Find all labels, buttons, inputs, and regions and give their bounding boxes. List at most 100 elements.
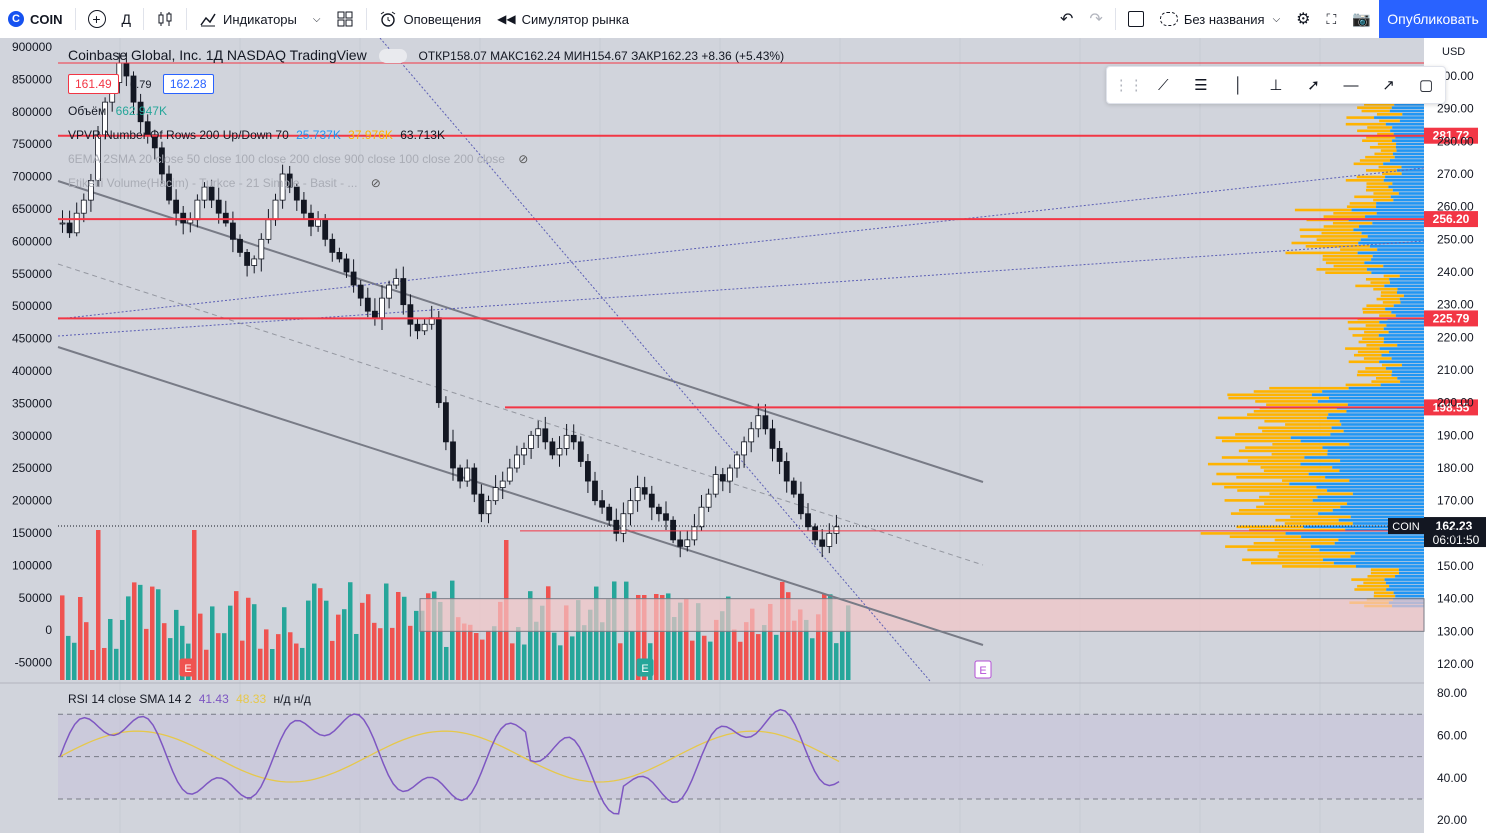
candle-body: [506, 467, 513, 482]
price-tick-label: 240.00: [1437, 265, 1474, 279]
sell-price[interactable]: 161.49: [68, 74, 119, 94]
volume-profile-bar-up: [1328, 396, 1424, 400]
volume-profile-bar-down: [1379, 119, 1400, 123]
rectangle-icon[interactable]: ▢: [1419, 77, 1434, 94]
volume-tick-label: 900000: [12, 40, 52, 54]
arrow-icon[interactable]: ↗: [1382, 77, 1395, 94]
chart-area[interactable]: 281.72256.20225.79198.55160.75COIN162.23…: [0, 38, 1487, 833]
price-tick-label: 210.00: [1437, 363, 1474, 377]
buy-price[interactable]: 162.28: [162, 74, 214, 94]
volume-bar: [492, 626, 497, 680]
parallel-channel-icon[interactable]: ☰: [1194, 77, 1208, 94]
volume-legend[interactable]: Объём 662.947K: [68, 104, 167, 118]
volume-profile-bar-up: [1391, 106, 1424, 109]
volume-profile-bar-up: [1391, 311, 1424, 314]
horizontal-line-icon[interactable]: —: [1343, 76, 1359, 94]
chart-canvas[interactable]: 281.72256.20225.79198.55160.75COIN162.23…: [0, 38, 1487, 833]
volume-profile-bar-up: [1397, 287, 1424, 291]
hacim-legend[interactable]: Etiketli Volume(Hacim) - Turkce - 21 Sim…: [68, 176, 381, 190]
interval-button[interactable]: Д: [114, 0, 139, 38]
layouts-button[interactable]: [328, 0, 362, 38]
volume-profile-bar-down: [1237, 489, 1328, 492]
earnings-marker[interactable]: E: [974, 660, 992, 679]
volume-profile-bar-up: [1396, 169, 1424, 172]
earnings-marker[interactable]: E: [636, 658, 654, 677]
volume-profile-bar-up: [1384, 284, 1424, 288]
date-range-icon[interactable]: ⊥: [1269, 77, 1283, 94]
eye-hidden-icon[interactable]: ⊘: [518, 152, 529, 166]
undo-button[interactable]: ↶: [1052, 0, 1081, 38]
volume-profile-bar-down: [1365, 324, 1387, 327]
volume-bar: [228, 605, 233, 680]
snapshot-button[interactable]: 📷: [1344, 0, 1379, 38]
symbol-tag: [1388, 518, 1424, 535]
volume-profile-bar-up: [1398, 192, 1424, 195]
vertical-line-icon[interactable]: │: [1233, 76, 1244, 94]
volume-profile-bar-down: [1271, 452, 1328, 456]
volume-profile-bar-up: [1347, 502, 1424, 505]
channel-upper-line[interactable]: [57, 180, 984, 483]
volume-bar: [330, 640, 335, 680]
trend-line-icon[interactable]: ⟋: [1158, 76, 1169, 94]
volume-profile-bar-up: [1399, 297, 1424, 301]
publish-button[interactable]: Опубликовать: [1379, 0, 1487, 38]
volume-profile-bar-down: [1259, 495, 1318, 499]
volume-profile-bar-down: [1253, 542, 1335, 545]
vpvr-legend[interactable]: VPVR Number Of Rows 200 Up/Down 70 25.73…: [68, 128, 445, 142]
path-icon[interactable]: ➚: [1307, 77, 1320, 94]
ma-legend[interactable]: 6EMA 2SMA 20 close 50 close 100 close 20…: [68, 152, 528, 166]
volume-profile-bar-down: [1316, 268, 1367, 271]
volume-bar: [90, 649, 95, 680]
volume-bar: [102, 647, 107, 680]
channel-lower-line[interactable]: [57, 346, 984, 646]
fullscreen-button[interactable]: ⛶: [1319, 0, 1345, 38]
layout-name-button[interactable]: Без названия ⌵: [1152, 0, 1288, 38]
volume-profile-bar-down: [1345, 122, 1386, 126]
fullscreen-layout-button[interactable]: [1120, 0, 1152, 38]
volume-profile-bar-up: [1379, 320, 1424, 324]
volume-profile-bar-up: [1394, 155, 1424, 159]
volume-bar: [702, 635, 707, 680]
volume-bar: [828, 594, 833, 680]
rsi-legend[interactable]: RSI 14 close SMA 14 2 41.43 48.33 н/д н/…: [68, 692, 311, 706]
volume-profile-bar-down: [1365, 155, 1395, 159]
volume-profile-bar-down: [1264, 419, 1340, 423]
symbol-legend[interactable]: Coinbase Global, Inc. 1Д NASDAQ TradingV…: [68, 47, 784, 64]
volume-bar: [222, 633, 227, 680]
eye-hidden-icon[interactable]: ⊘: [370, 176, 381, 190]
volume-bar: [750, 608, 755, 680]
volume-profile-bar-up: [1392, 152, 1424, 156]
compare-button[interactable]: +: [80, 0, 114, 38]
replay-button[interactable]: ◀◀ Симулятор рынка: [489, 0, 637, 38]
candle-body: [471, 467, 478, 495]
rsi-label: RSI 14 close SMA 14 2: [68, 692, 192, 706]
volume-profile-bar-up: [1389, 159, 1424, 162]
level-price-label: 256.20: [1433, 212, 1470, 226]
candle-body: [350, 271, 357, 286]
settings-button[interactable]: ⚙: [1288, 0, 1318, 38]
earnings-marker[interactable]: E: [179, 658, 197, 677]
volume-profile-bar-down: [1245, 446, 1323, 449]
channel-mid-line[interactable]: [57, 263, 984, 566]
chart-type-button[interactable]: [148, 0, 182, 38]
redo-button[interactable]: ↷: [1081, 0, 1110, 38]
volume-bar: [348, 582, 353, 680]
drag-handle-icon[interactable]: ⋮⋮: [1113, 77, 1144, 94]
chevron-down-icon: ⌵: [312, 13, 321, 25]
alerts-button[interactable]: Оповещения: [371, 0, 489, 38]
symbol-search[interactable]: C COIN: [0, 0, 71, 38]
volume-bar: [522, 644, 527, 680]
indicators-button[interactable]: Индикаторы ⌵: [191, 0, 329, 38]
fan-line[interactable]: [57, 240, 1425, 337]
fan-line[interactable]: [379, 38, 931, 682]
zone-rectangle[interactable]: [419, 598, 1425, 632]
volume-profile-bar-up: [1319, 548, 1424, 552]
currency-label[interactable]: USD: [1442, 46, 1466, 58]
fan-line[interactable]: [57, 167, 1425, 320]
volume-bar: [96, 530, 101, 680]
volume-profile-bar-up: [1310, 545, 1424, 548]
candle-body: [237, 238, 243, 253]
volume-bar: [744, 622, 749, 680]
volume-profile-bar-down: [1216, 472, 1309, 476]
volume-profile-bar-up: [1351, 208, 1424, 212]
